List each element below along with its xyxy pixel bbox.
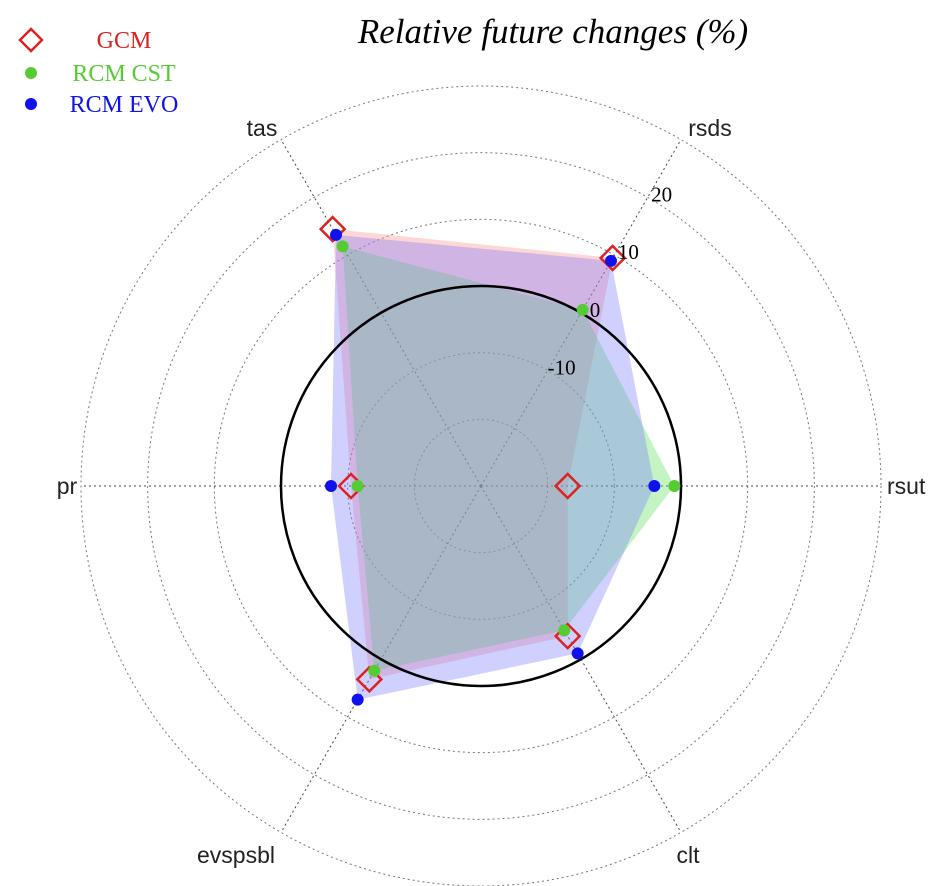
marker-rcm-evo-rsds [605,254,617,267]
legend-label-gcm: GCM [97,28,152,54]
legend: GCM RCM CST RCM EVO [18,27,179,118]
area-rcm-evo [331,234,655,700]
marker-rcm-evo-pr [325,480,337,492]
area-gcm [332,229,613,680]
marker-rcm-evo-tas [330,228,342,241]
grid-circle [80,85,882,886]
grid-circle [347,352,615,620]
tick-label: 0 [590,298,601,322]
legend-label-rcm-cst: RCM CST [72,61,176,87]
marker-gcm-rsds [598,244,627,272]
marker-rcm-cst-pr [351,480,364,492]
chart-title: Relative future changes (%) [357,12,748,51]
marker-rcm-evo-clt [571,647,584,660]
marker-rcm-cst-rsds [576,303,589,316]
marker-rcm-cst-rsut [668,480,681,492]
marker-rcm-cst-clt [558,624,571,637]
axis-label-clt: clt [677,842,701,868]
marker-rcm-cst-tas [336,240,349,253]
tick-label: -10 [548,356,576,380]
axis-labels: rsut rsds tas pr evspsbl clt [57,115,926,868]
grid-circle [147,152,815,820]
series-areas [331,229,675,700]
legend-marker-rcm-cst [25,67,37,79]
marker-rcm-evo-evspsbl [351,693,364,706]
tick-labels: -10 0 10 20 [548,182,673,379]
legend-label-rcm-evo: RCM EVO [70,92,179,118]
marker-rcm-evo-rsut [648,480,661,492]
axis-label-tas: tas [247,115,278,141]
reference-circle [279,284,683,688]
axis-label-rsut: rsut [887,473,926,499]
zero-reference [279,284,683,688]
legend-marker-rcm-evo [25,98,37,110]
series-markers [318,215,681,706]
area-rcm-cst [342,246,675,671]
axis-label-rsds: rsds [688,115,731,141]
tick-label: 10 [618,240,639,264]
axis-label-evspsbl: evspsbl [197,842,275,868]
marker-rcm-cst-evspsbl [368,664,381,677]
tick-label: 20 [651,182,672,206]
marker-gcm-rsut [553,472,582,500]
axis-label-pr: pr [57,473,78,499]
marker-gcm-tas [318,215,347,243]
legend-marker-gcm [18,27,44,53]
